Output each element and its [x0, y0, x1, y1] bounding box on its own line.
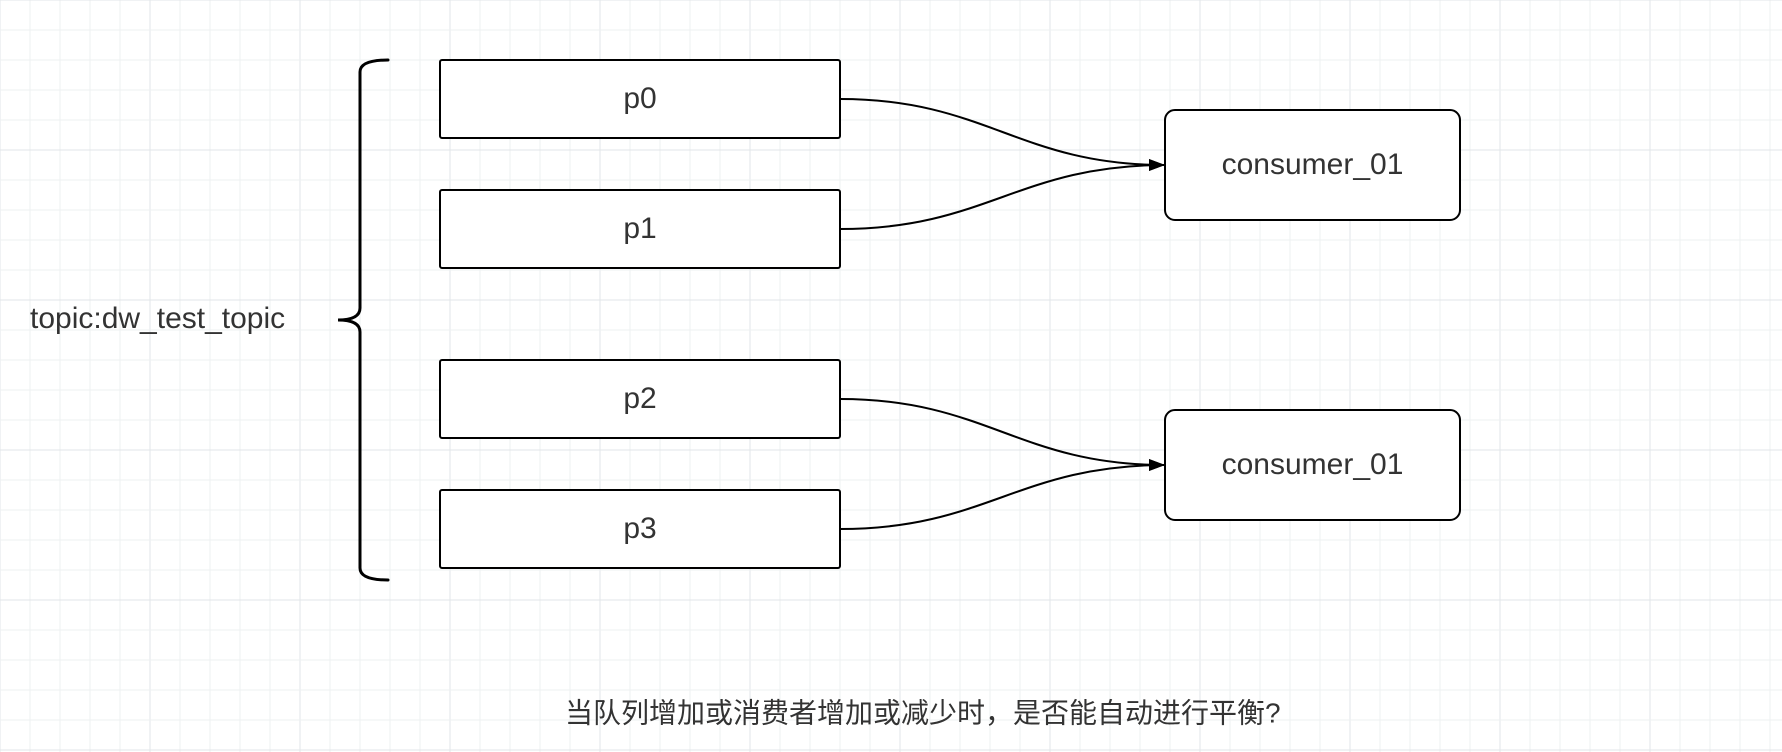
node-p1-label: p1 — [623, 212, 656, 245]
node-p2: p2 — [440, 360, 840, 438]
node-c1-label: consumer_01 — [1222, 148, 1404, 181]
node-c2: consumer_01 — [1165, 410, 1460, 520]
background — [0, 0, 1782, 752]
node-c1: consumer_01 — [1165, 110, 1460, 220]
node-p0-label: p0 — [623, 82, 656, 115]
diagram-svg: p0 p1 p2 p3 consumer_01 consumer_01 topic:dw_t… — [0, 0, 1782, 752]
caption: 当队列增加或消费者增加或减少时，是否能自动进行平衡? — [565, 697, 1281, 728]
diagram-canvas: p0 p1 p2 p3 consumer_01 consumer_01 topic:dw_t… — [0, 0, 1782, 752]
node-p1: p1 — [440, 190, 840, 268]
node-c2-label: consumer_01 — [1222, 448, 1404, 481]
topic-label: topic:dw_test_topic — [30, 302, 285, 335]
node-p3: p3 — [440, 490, 840, 568]
node-p2-label: p2 — [623, 382, 656, 415]
node-p3-label: p3 — [623, 512, 656, 545]
node-p0: p0 — [440, 60, 840, 138]
